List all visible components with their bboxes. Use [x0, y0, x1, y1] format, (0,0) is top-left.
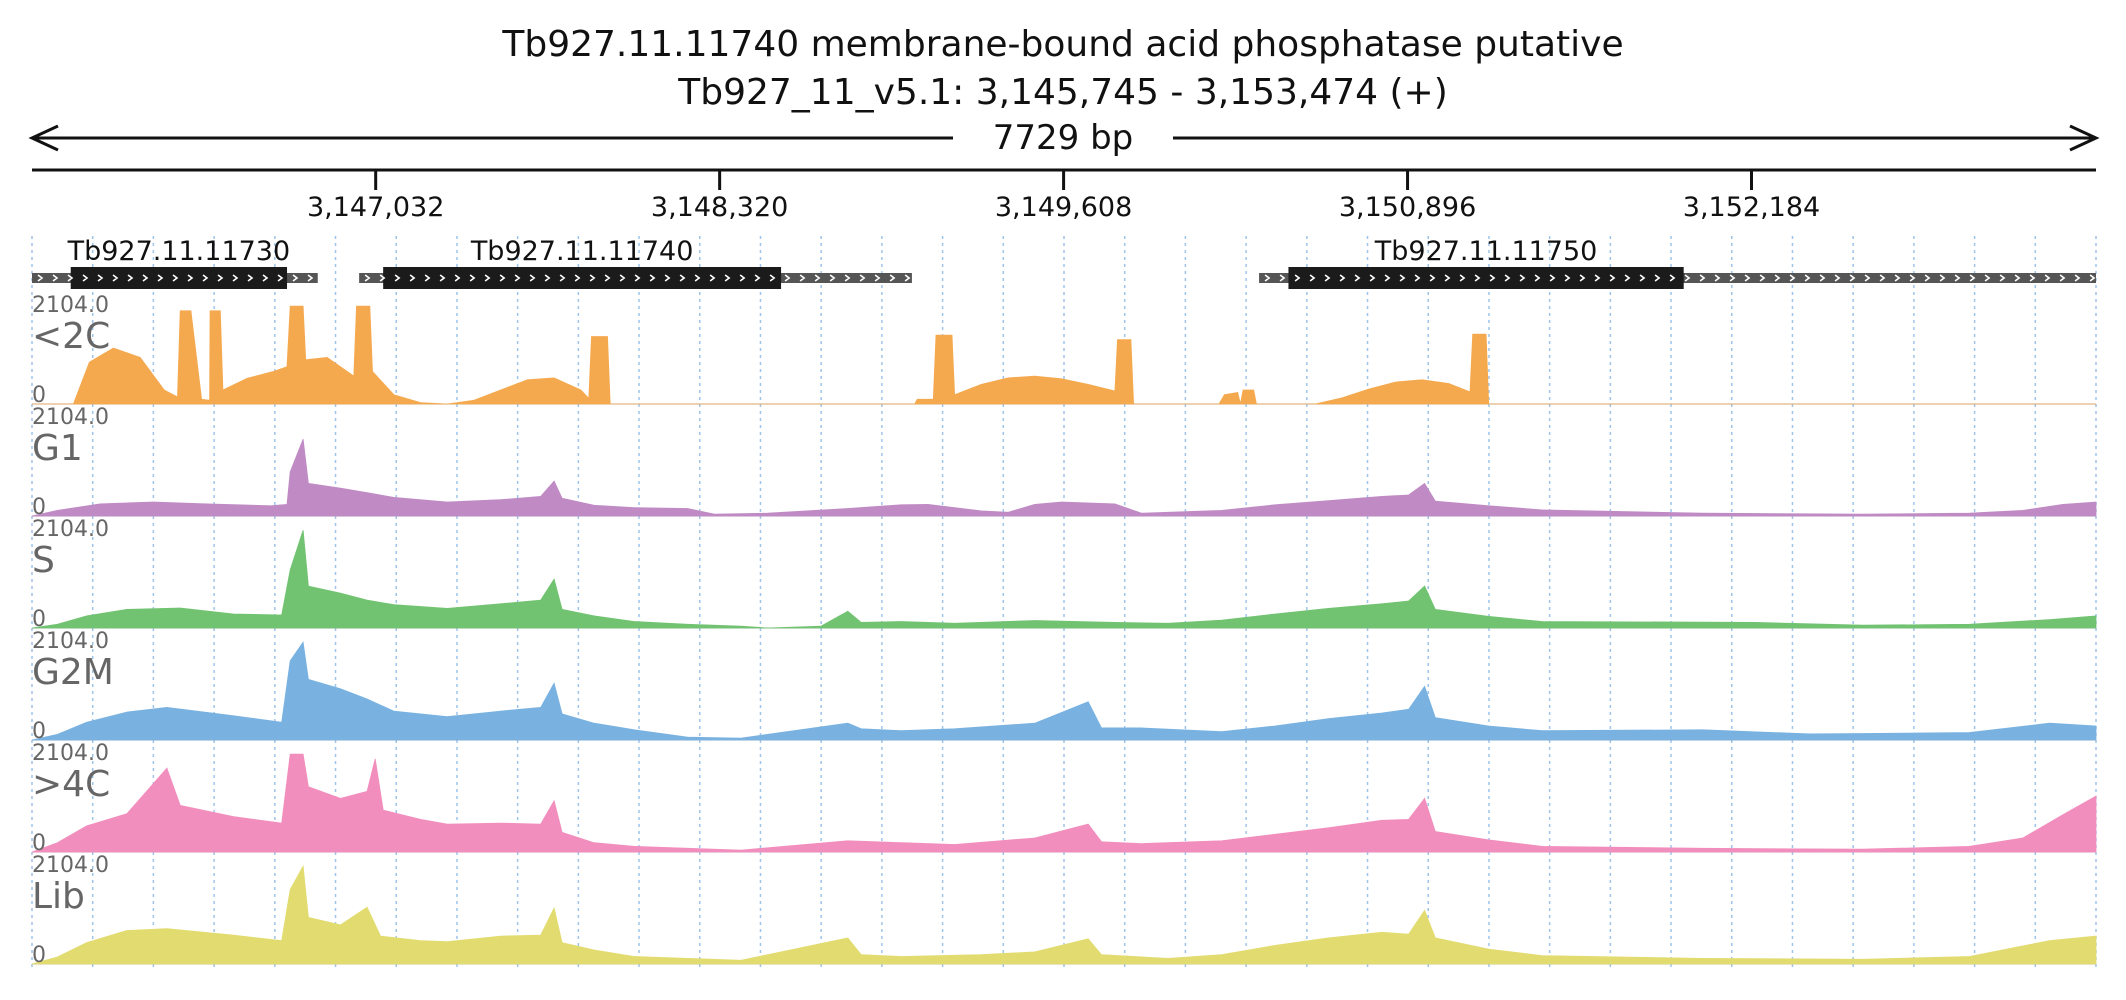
y-max-label: 2104.0 [32, 405, 109, 430]
span-arrow-right-head [2069, 124, 2100, 152]
track-label: >4C [32, 764, 110, 805]
gene-cds [1288, 267, 1684, 289]
y-max-label: 2104.0 [32, 853, 109, 878]
y-min-label: 0 [32, 831, 46, 856]
y-max-label: 2104.0 [32, 741, 109, 766]
track-label: S [32, 540, 55, 581]
chart-title: Tb927.11.11740 membrane-bound acid phosp… [502, 24, 1624, 65]
chart-subtitle-location: Tb927_11_v5.1: 3,145,745 - 3,153,474 (+) [678, 72, 1448, 113]
coverage-area [32, 305, 2096, 405]
x-tick-label: 3,148,320 [651, 192, 788, 223]
coverage-area [31, 530, 2097, 629]
coverage-area [31, 438, 2097, 517]
track-label: <2C [32, 316, 110, 357]
gene-cds [383, 267, 782, 289]
x-tick-label: 3,149,608 [995, 192, 1132, 223]
coverage-area [31, 753, 2097, 853]
x-tick-label: 3,147,032 [307, 192, 444, 223]
track-label: G2M [32, 652, 114, 693]
track-label: Lib [32, 876, 85, 917]
x-tick-label: 3,150,896 [1339, 192, 1476, 223]
coverage-area [31, 864, 2097, 965]
gene-strand-chevrons [37, 274, 314, 282]
y-max-label: 2104.0 [32, 629, 109, 654]
gene-strand-chevrons [1264, 274, 2096, 282]
y-min-label: 0 [32, 495, 46, 520]
y-min-label: 0 [32, 383, 46, 408]
gene-label: Tb927.11.11750 [1374, 236, 1598, 267]
y-min-label: 0 [32, 607, 46, 632]
span-arrow-left-head [28, 124, 59, 152]
track-label: G1 [32, 428, 83, 469]
y-max-label: 2104.0 [32, 293, 109, 318]
y-max-label: 2104.0 [32, 517, 109, 542]
gene-cds [70, 267, 288, 289]
gene-label: Tb927.11.11730 [67, 236, 291, 267]
x-tick-label: 3,152,184 [1683, 192, 1820, 223]
gene-strand-chevrons [364, 274, 911, 282]
y-min-label: 0 [32, 943, 46, 968]
span-length-label: 7729 bp [953, 118, 1173, 158]
coverage-area [31, 641, 2097, 741]
y-min-label: 0 [32, 719, 46, 744]
gene-label: Tb927.11.11740 [470, 236, 694, 267]
